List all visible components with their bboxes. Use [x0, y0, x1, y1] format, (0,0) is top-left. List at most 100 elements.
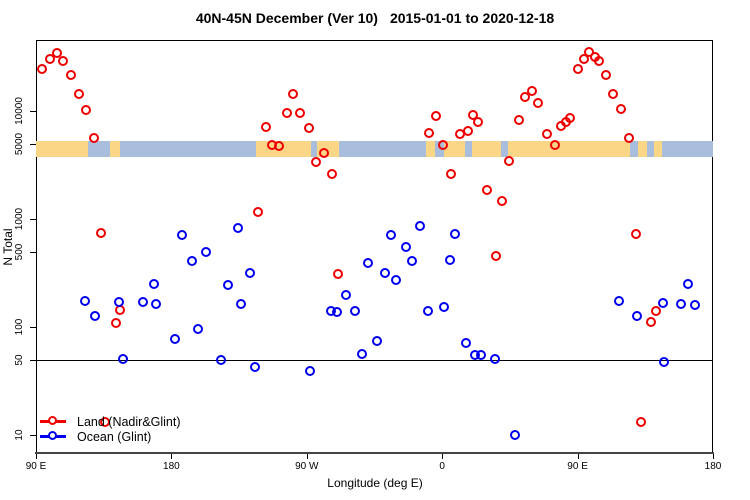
y-tick [30, 111, 36, 112]
y-tick-label: 500 [14, 243, 25, 260]
data-point-land [497, 196, 508, 207]
data-point-land [295, 108, 306, 119]
data-point-ocean [114, 296, 125, 307]
data-point-land [615, 103, 626, 114]
data-point-land [52, 48, 63, 59]
data-point-ocean [460, 337, 471, 348]
data-point-ocean [118, 354, 129, 364]
x-tick [171, 454, 173, 459]
x-tick [577, 454, 579, 459]
data-point-land [96, 228, 107, 239]
data-point-land [650, 305, 661, 316]
chart-title-main: 40N-45N December (Ver 10) [195, 10, 378, 26]
data-point-land [260, 121, 271, 132]
data-point-ocean [631, 310, 642, 321]
data-point-ocean [200, 247, 211, 258]
y-tick [30, 143, 36, 145]
y-tick [30, 435, 36, 436]
data-point-ocean [675, 298, 686, 309]
strip-land-segment [508, 141, 631, 157]
strip-land-segment [654, 141, 662, 157]
plot-frame [36, 40, 713, 453]
strip-land-segment [637, 141, 647, 157]
data-point-land [81, 104, 92, 115]
data-point-land [533, 97, 544, 108]
y-tick-label: 50 [14, 353, 25, 366]
data-point-ocean [438, 301, 449, 312]
data-point-ocean [80, 295, 91, 306]
data-point-ocean [149, 278, 160, 289]
data-point-ocean [305, 365, 316, 376]
data-point-ocean [350, 305, 361, 316]
data-point-land [319, 148, 330, 159]
data-point-ocean [151, 299, 161, 310]
data-point-land [282, 108, 293, 119]
data-point-ocean [400, 242, 411, 253]
data-point-ocean [689, 300, 700, 311]
chart-title: 40N-45N December (Ver 10) 2015-01-01 to 2… [0, 10, 750, 26]
data-point-ocean [90, 311, 101, 322]
data-point-ocean [332, 307, 343, 318]
legend-land-label: Land (Nadir&Glint) [77, 415, 181, 429]
data-point-land [527, 86, 538, 97]
x-tick [36, 454, 37, 459]
y-tick-label: 5000 [14, 132, 25, 155]
strip-land-segment [109, 141, 121, 157]
data-point-land [327, 169, 338, 180]
reference-line-50 [36, 360, 713, 361]
data-point-land [491, 251, 502, 262]
data-point-ocean [192, 324, 203, 335]
data-point-land [37, 64, 48, 75]
data-point-ocean [244, 268, 255, 279]
data-point-land [100, 417, 111, 428]
data-point-land [111, 318, 122, 329]
data-point-ocean [406, 256, 417, 267]
data-point-land [437, 140, 448, 151]
data-point-ocean [357, 348, 368, 359]
data-point-land [607, 89, 618, 100]
strip-land-segment [425, 141, 435, 157]
data-point-ocean [341, 290, 352, 301]
data-point-land [635, 417, 646, 428]
legend-land-marker-icon [48, 416, 57, 425]
data-point-land [550, 140, 561, 151]
x-tick-label: 90 W [295, 461, 319, 472]
y-tick [30, 251, 36, 253]
x-tick-label: 0 [439, 461, 445, 472]
data-point-land [311, 156, 322, 167]
data-point-ocean [138, 297, 149, 308]
chart-title-dates: 2015-01-01 to 2020-12-18 [389, 10, 555, 26]
data-point-land [573, 64, 584, 75]
data-point-land [89, 133, 100, 144]
y-tick [30, 327, 36, 328]
data-point-ocean [449, 228, 460, 239]
x-tick [442, 454, 444, 459]
data-point-ocean [186, 256, 197, 267]
data-point-ocean [169, 334, 180, 345]
data-point-land [462, 125, 473, 136]
data-point-land [504, 155, 515, 166]
data-point-ocean [657, 297, 668, 308]
strip-land-segment [443, 141, 465, 157]
data-point-ocean [414, 220, 425, 231]
x-tick [306, 454, 308, 459]
data-point-ocean [249, 362, 260, 373]
x-axis-title: Longitude (deg E) [327, 476, 423, 490]
data-point-land [274, 141, 285, 152]
y-axis-title: N Total [1, 228, 15, 266]
data-point-ocean [176, 229, 187, 240]
data-point-ocean [682, 278, 693, 289]
data-point-land [66, 70, 77, 81]
legend-ocean-label: Ocean (Glint) [77, 430, 152, 444]
data-point-ocean [379, 267, 390, 278]
y-tick [30, 219, 36, 220]
data-point-ocean [489, 354, 500, 364]
legend-ocean-marker-icon [48, 431, 57, 440]
y-tick-label: 10 [14, 429, 25, 441]
y-tick [30, 359, 36, 361]
data-point-ocean [510, 430, 521, 441]
x-tick-label: 90 E [25, 461, 47, 472]
data-point-land [333, 269, 344, 280]
x-tick [713, 454, 714, 459]
